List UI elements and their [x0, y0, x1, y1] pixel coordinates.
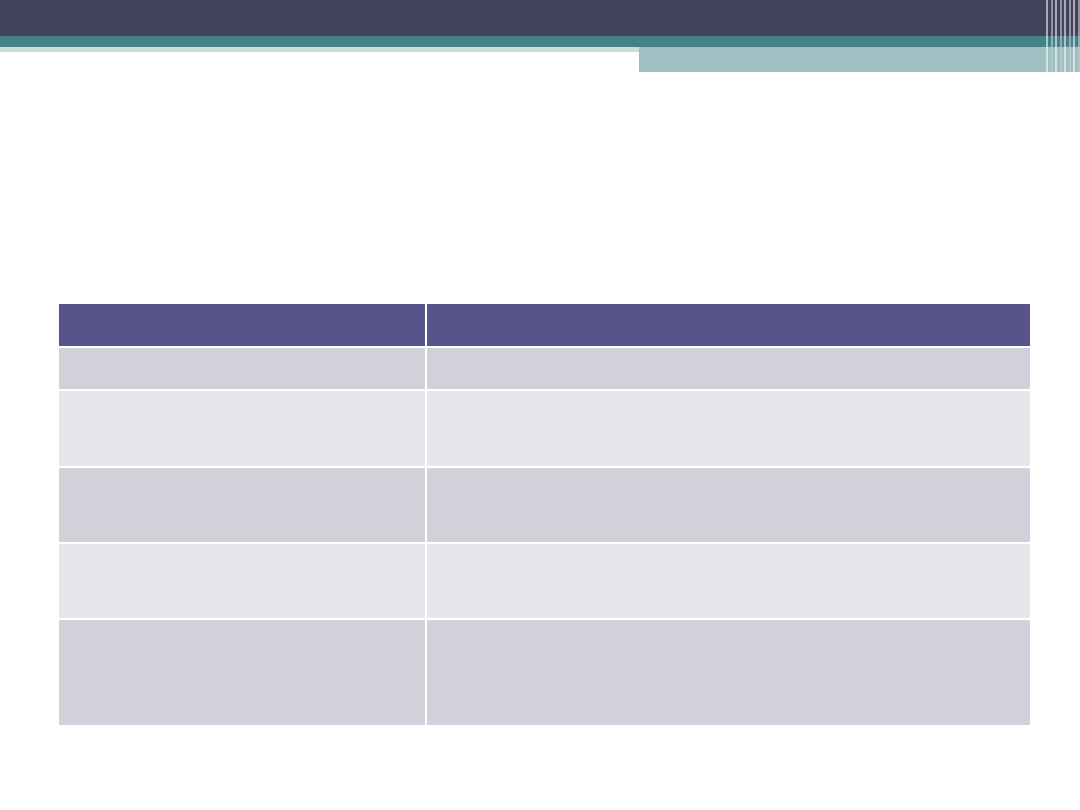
header-cell: [59, 304, 425, 346]
light-teal-band: [639, 47, 1080, 72]
table-cell: [59, 391, 425, 466]
table-cell: [427, 468, 1030, 542]
table-cell: [59, 544, 425, 618]
table: [59, 304, 1030, 725]
header-bar: [0, 0, 1080, 36]
teal-band: [0, 36, 1080, 47]
table-cell: [427, 348, 1030, 389]
header-cell: [427, 304, 1030, 346]
light-line: [0, 47, 639, 52]
table-cell: [427, 391, 1030, 466]
table-cell: [59, 620, 425, 725]
table-cell: [59, 348, 425, 389]
table-cell: [59, 468, 425, 542]
table-cell: [427, 620, 1030, 725]
table-cell: [427, 544, 1030, 618]
edge-stripes: [1046, 0, 1080, 72]
